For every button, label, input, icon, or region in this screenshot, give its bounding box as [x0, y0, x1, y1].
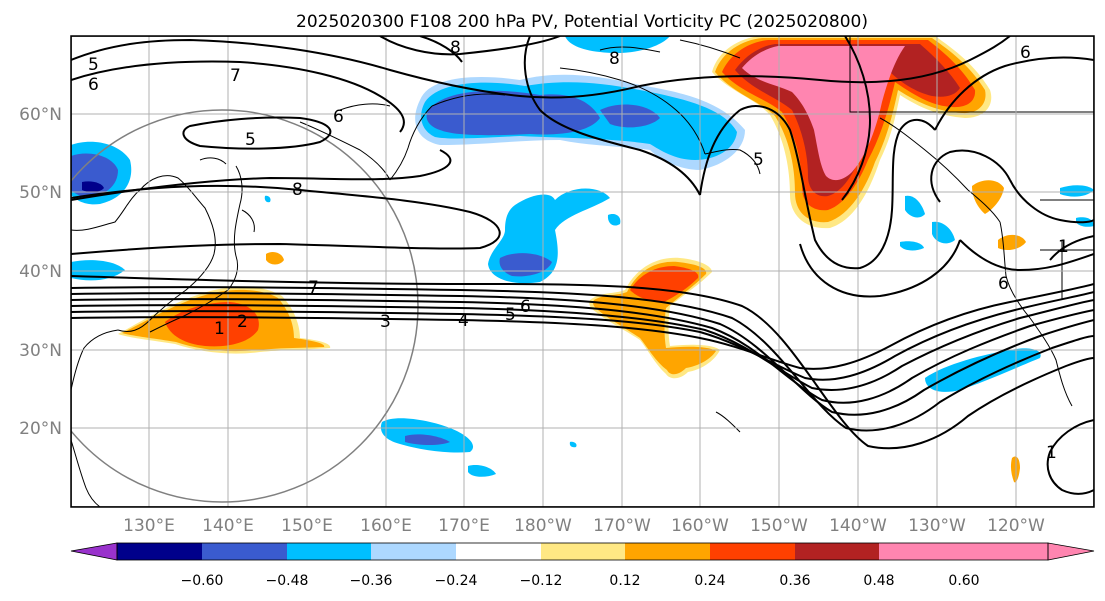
colorbar-segment: [625, 543, 710, 560]
contour-label: 2: [237, 312, 248, 332]
contour-label: 3: [380, 312, 391, 332]
colorbar-segment: [117, 543, 202, 560]
east-orange-blob-1: [972, 180, 1004, 214]
map-panel: 5 6 7 6 5 8 7 1 2 3 4 5 6 6 5 6 1 8 8 1: [71, 36, 1094, 507]
pv-contours: [71, 36, 1094, 495]
colorbar-segment: [795, 543, 880, 560]
longitude-label: 170°W: [593, 516, 651, 536]
bering-royal-blue-east: [600, 104, 660, 128]
colorbar-segment: [710, 543, 795, 560]
region-circle: [71, 109, 419, 503]
bering-royal-blue-core: [426, 90, 600, 136]
colorbar-segment: [202, 543, 287, 560]
longitude-label: 140°W: [829, 516, 887, 536]
east-orange-blob-3: [1010, 456, 1020, 483]
west-tiny-blue: [264, 195, 271, 203]
contour-label-group: 5 6 7 6 5 8 7 1 2 3 4 5 6 6 5 6 1 8 8 1: [88, 38, 1069, 463]
graticule: [71, 36, 1094, 507]
contour-label: 6: [333, 107, 344, 127]
japan-red-orange-area: [165, 302, 259, 347]
central-pacific-orange-area: [593, 261, 716, 375]
east-small-blue-4: [1060, 185, 1094, 197]
longitude-label: 160°W: [671, 516, 729, 536]
longitude-label: 120°W: [987, 516, 1045, 536]
colorbar-segment: [371, 543, 456, 560]
colorbar-segment: [541, 543, 625, 560]
japan-small-orange: [266, 252, 284, 265]
tiny-blue-dot: [569, 441, 577, 448]
latitude-label: 50°N: [19, 183, 62, 203]
latitude-label: 60°N: [19, 105, 62, 125]
colorbar-tick-label: −0.48: [266, 573, 309, 589]
contour-label: 7: [308, 278, 319, 298]
longitude-labels: 130°E 140°E 150°E 160°E 170°E 180°W 170°…: [123, 516, 1045, 536]
colorbar: −0.60 −0.48 −0.36 −0.24 −0.12 0.12 0.24 …: [70, 542, 1095, 589]
contour-label: 8: [292, 180, 303, 200]
longitude-label: 130°W: [908, 516, 966, 536]
colorbar-tick-label: 0.12: [609, 573, 640, 589]
colorbar-tick-label: 0.36: [779, 573, 810, 589]
contour-label: 1: [1046, 443, 1057, 463]
longitude-label: 130°E: [123, 516, 175, 536]
midpacific-small-blue: [607, 214, 621, 226]
map-title: 2025020300 F108 200 hPa PV, Potential Vo…: [296, 12, 868, 32]
colorbar-tick-label: −0.36: [350, 573, 393, 589]
west-40n-blue-area: [71, 260, 125, 281]
subtropical-small-blue: [468, 464, 496, 477]
colorbar-tick-label: −0.12: [520, 573, 563, 589]
contour-label: 5: [753, 150, 764, 170]
latitude-label: 30°N: [19, 341, 62, 361]
contour-label: 1: [1058, 237, 1069, 257]
colorbar-segment: [287, 543, 372, 560]
east-sky-blue-area: [925, 348, 1041, 392]
contour-label: 5: [245, 130, 256, 150]
longitude-label: 150°E: [281, 516, 333, 536]
latitude-label: 20°N: [19, 419, 62, 439]
contour-label: 8: [609, 49, 620, 69]
latitude-label: 40°N: [19, 262, 62, 282]
contour-label: 6: [998, 274, 1009, 294]
colorbar-low-extension: [71, 543, 117, 560]
colorbar-tick-label: 0.24: [694, 573, 725, 589]
contour-label: 5: [505, 305, 516, 325]
longitude-label: 170°E: [438, 516, 490, 536]
east-small-blue-2: [932, 221, 955, 244]
longitude-label: 180°W: [514, 516, 572, 536]
subtropical-royal-blue-area: [405, 434, 450, 445]
contour-label: 6: [1020, 43, 1031, 63]
longitude-label: 160°E: [360, 516, 412, 536]
east-small-blue-3: [900, 241, 924, 251]
contour-label: 8: [450, 38, 461, 58]
colorbar-tick-label: 0.60: [948, 573, 979, 589]
contour-label: 6: [520, 297, 531, 317]
negative-pv-fills: [71, 36, 1094, 477]
colorbar-tick-label: −0.60: [181, 573, 224, 589]
contour-label: 5: [88, 55, 99, 75]
contour-label: 6: [88, 75, 99, 95]
east-orange-blob-2: [998, 234, 1026, 250]
central-pacific-red-orange-area: [630, 266, 699, 302]
colorbar-segment: [879, 543, 964, 560]
east-small-blue-1: [905, 195, 925, 218]
contour-label: 4: [458, 311, 469, 331]
contour-label: 1: [214, 319, 225, 339]
colorbar-tick-label: 0.48: [863, 573, 894, 589]
colorbar-high-extension: [964, 543, 1094, 560]
colorbar-segment: [456, 543, 541, 560]
west-navy-core: [82, 181, 104, 193]
coastlines: [71, 36, 1094, 507]
longitude-label: 140°E: [202, 516, 254, 536]
colorbar-tick-labels: −0.60 −0.48 −0.36 −0.24 −0.12 0.12 0.24 …: [181, 573, 980, 589]
colorbar-tick-label: −0.24: [435, 573, 478, 589]
contour-label: 7: [230, 66, 241, 86]
longitude-label: 150°W: [750, 516, 808, 536]
latitude-labels: 60°N 50°N 40°N 30°N 20°N: [19, 105, 62, 439]
positive-pv-fills: [118, 36, 1026, 483]
